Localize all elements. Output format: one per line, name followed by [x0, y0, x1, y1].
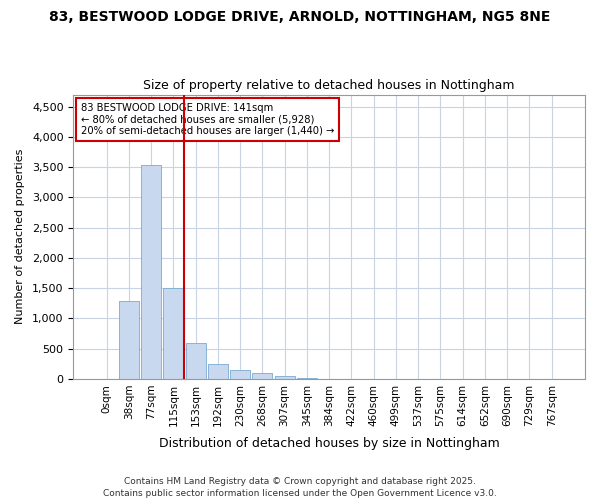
Text: 83, BESTWOOD LODGE DRIVE, ARNOLD, NOTTINGHAM, NG5 8NE: 83, BESTWOOD LODGE DRIVE, ARNOLD, NOTTIN…	[49, 10, 551, 24]
X-axis label: Distribution of detached houses by size in Nottingham: Distribution of detached houses by size …	[159, 437, 500, 450]
Bar	[230, 370, 250, 379]
Text: 83 BESTWOOD LODGE DRIVE: 141sqm
← 80% of detached houses are smaller (5,928)
20%: 83 BESTWOOD LODGE DRIVE: 141sqm ← 80% of…	[81, 103, 334, 136]
Y-axis label: Number of detached properties: Number of detached properties	[15, 149, 25, 324]
Bar	[275, 376, 295, 379]
Bar	[297, 378, 317, 379]
Text: Contains HM Land Registry data © Crown copyright and database right 2025.
Contai: Contains HM Land Registry data © Crown c…	[103, 476, 497, 498]
Bar	[141, 166, 161, 379]
Bar	[208, 364, 228, 379]
Title: Size of property relative to detached houses in Nottingham: Size of property relative to detached ho…	[143, 79, 515, 92]
Bar	[253, 374, 272, 379]
Bar	[119, 302, 139, 379]
Bar	[163, 288, 184, 379]
Bar	[185, 342, 206, 379]
